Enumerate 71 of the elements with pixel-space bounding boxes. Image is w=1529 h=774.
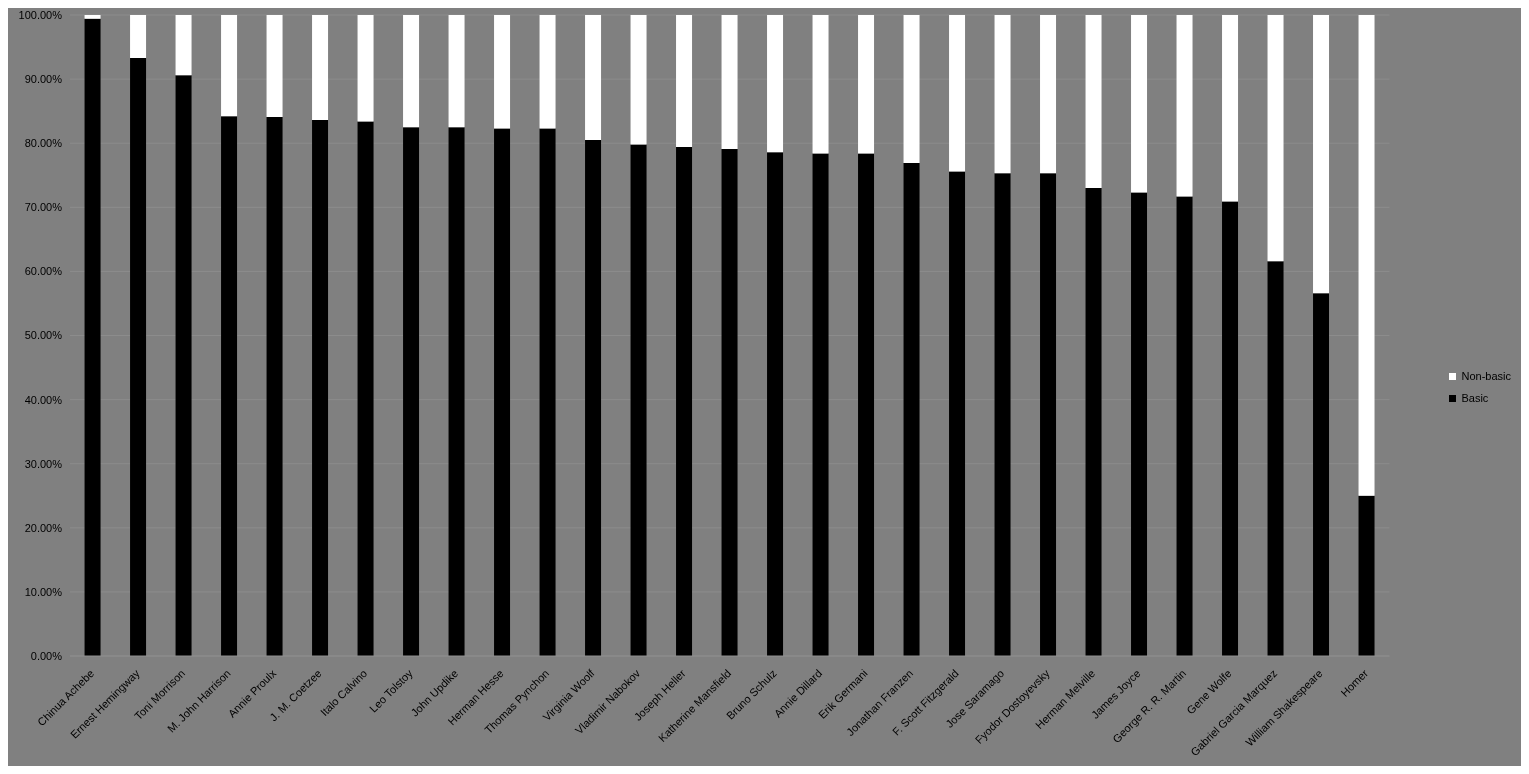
y-tick-label: 10.00% [24, 585, 63, 598]
bar [767, 15, 784, 153]
bar [448, 15, 465, 128]
bar [949, 171, 966, 656]
bar [994, 15, 1011, 174]
legend-label: Basic [1461, 392, 1489, 404]
y-tick-label: 70.00% [24, 201, 63, 214]
bar [1040, 15, 1057, 174]
bar [1176, 15, 1193, 197]
y-tick-label: 60.00% [24, 265, 63, 278]
bar [1085, 15, 1102, 189]
bar [903, 163, 920, 656]
bar [858, 15, 875, 154]
bar [721, 15, 738, 149]
bar [357, 121, 374, 656]
bar [312, 15, 329, 121]
bar [949, 15, 966, 172]
y-tick-label: 100.00% [18, 8, 63, 21]
bar [1040, 173, 1057, 656]
y-tick-label: 90.00% [24, 73, 63, 85]
legend-label: Non-basic [1461, 370, 1511, 382]
bar [221, 116, 238, 656]
bar [221, 15, 238, 117]
bar [812, 15, 829, 154]
bar [130, 15, 147, 58]
bar [175, 15, 192, 76]
bar [1267, 15, 1284, 262]
bar [1358, 15, 1375, 496]
bar [1358, 495, 1375, 656]
bar [1222, 201, 1239, 656]
bar [539, 128, 556, 656]
bar [903, 15, 920, 164]
bar [1222, 15, 1239, 202]
bar [84, 15, 101, 19]
bar [630, 144, 647, 656]
bar [630, 15, 647, 145]
bar [767, 152, 784, 656]
bar [266, 116, 283, 656]
bar [994, 173, 1011, 656]
y-tick-label: 40.00% [24, 393, 63, 406]
bar [585, 15, 602, 140]
bar [721, 148, 738, 656]
bar [403, 127, 420, 656]
bar [1131, 15, 1148, 193]
bar [812, 153, 829, 656]
y-tick-label: 50.00% [24, 329, 63, 342]
bar [585, 140, 602, 656]
bar [1267, 261, 1284, 656]
bar [266, 15, 283, 117]
bar [1313, 15, 1330, 294]
y-tick-label: 20.00% [24, 521, 63, 534]
bar [539, 15, 556, 129]
bar [84, 18, 101, 656]
bar [448, 127, 465, 656]
bar [1131, 192, 1148, 656]
bar [858, 153, 875, 656]
bar [676, 147, 693, 656]
bar [403, 15, 420, 128]
bar [494, 128, 511, 656]
bar [1313, 293, 1330, 656]
y-tick-label: 80.00% [24, 137, 63, 150]
bar [130, 57, 147, 656]
bar [1085, 188, 1102, 656]
bar [494, 15, 511, 129]
bar [676, 15, 693, 148]
bar [357, 15, 374, 122]
bar [312, 120, 329, 656]
bar [1176, 196, 1193, 656]
y-tick-label: 30.00% [24, 457, 63, 470]
y-tick-label: 0.00% [30, 649, 63, 662]
bar [175, 75, 192, 656]
